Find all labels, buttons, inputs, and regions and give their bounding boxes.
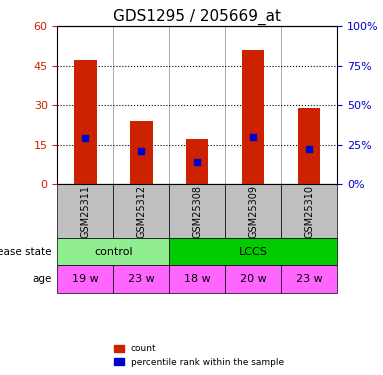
Bar xyxy=(298,108,320,184)
FancyBboxPatch shape xyxy=(57,266,113,292)
Text: GSM25308: GSM25308 xyxy=(192,185,202,238)
FancyBboxPatch shape xyxy=(281,184,337,238)
Bar xyxy=(130,121,152,184)
FancyBboxPatch shape xyxy=(57,184,113,238)
Text: disease state: disease state xyxy=(0,247,52,257)
Text: 23 w: 23 w xyxy=(128,274,155,284)
FancyBboxPatch shape xyxy=(225,184,281,238)
Point xyxy=(138,148,144,154)
Point xyxy=(306,147,312,153)
FancyBboxPatch shape xyxy=(169,266,225,292)
FancyBboxPatch shape xyxy=(281,266,337,292)
FancyBboxPatch shape xyxy=(169,238,337,266)
Title: GDS1295 / 205669_at: GDS1295 / 205669_at xyxy=(113,9,281,25)
FancyBboxPatch shape xyxy=(169,184,225,238)
Text: 23 w: 23 w xyxy=(296,274,322,284)
Bar xyxy=(242,50,264,184)
Text: control: control xyxy=(94,247,133,257)
Bar xyxy=(186,140,208,184)
Text: 20 w: 20 w xyxy=(240,274,267,284)
Text: GSM25310: GSM25310 xyxy=(304,185,314,238)
Legend: count, percentile rank within the sample: count, percentile rank within the sample xyxy=(111,341,288,370)
Text: GSM25312: GSM25312 xyxy=(136,185,146,238)
Text: LCCS: LCCS xyxy=(239,247,268,257)
Point xyxy=(82,135,88,141)
Text: GSM25311: GSM25311 xyxy=(80,185,90,238)
FancyBboxPatch shape xyxy=(225,266,281,292)
Text: 19 w: 19 w xyxy=(72,274,99,284)
FancyBboxPatch shape xyxy=(113,266,169,292)
Point xyxy=(250,134,256,140)
Point xyxy=(194,159,200,165)
FancyBboxPatch shape xyxy=(113,184,169,238)
Bar xyxy=(74,60,97,184)
FancyBboxPatch shape xyxy=(57,238,169,266)
Text: GSM25309: GSM25309 xyxy=(248,185,258,238)
Text: age: age xyxy=(33,274,52,284)
Text: 18 w: 18 w xyxy=(184,274,211,284)
